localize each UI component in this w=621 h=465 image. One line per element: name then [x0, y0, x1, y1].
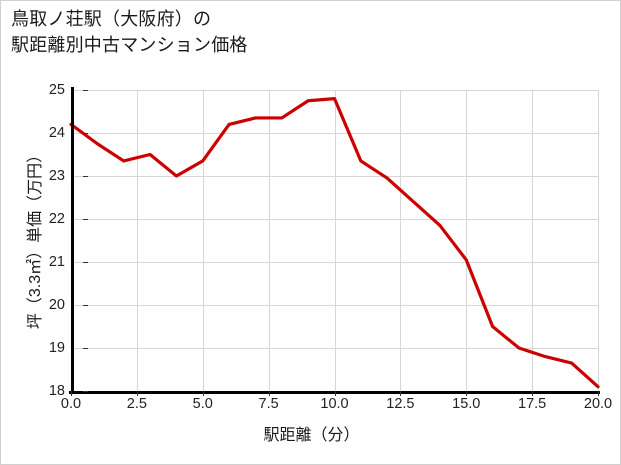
y-tick-label: 25	[48, 82, 65, 98]
x-tick-label: 7.5	[258, 396, 279, 412]
x-tick-mark	[598, 391, 599, 396]
x-tick-label: 2.5	[126, 396, 147, 412]
gridline-vertical	[400, 90, 402, 391]
x-tick-label: 12.5	[386, 396, 415, 412]
y-tick-label: 23	[48, 168, 65, 184]
x-tick-label: 15.0	[452, 396, 481, 412]
y-axis-label: 坪（3.3㎡）単価（万円）	[27, 146, 44, 330]
y-tick-mark	[83, 133, 88, 134]
x-tick-mark	[400, 391, 402, 396]
y-axis-spine	[71, 87, 74, 394]
x-tick-mark	[334, 391, 336, 396]
y-tick-mark	[83, 391, 88, 392]
y-tick-label: 20	[48, 297, 65, 313]
x-tick-mark	[268, 391, 270, 396]
x-tick-mark	[466, 391, 468, 396]
gridline-vertical	[268, 90, 270, 391]
x-axis-label: 駅距離（分）	[263, 427, 360, 444]
y-tick-label: 21	[48, 254, 65, 270]
x-tick-label: 0.0	[60, 396, 82, 412]
x-tick-label: 20.0	[583, 396, 613, 412]
gridline-vertical	[334, 90, 336, 391]
x-tick-label: 10.0	[320, 396, 349, 412]
y-tick-label: 19	[48, 340, 65, 356]
y-tick-mark	[83, 176, 88, 177]
y-tick-mark	[83, 305, 88, 306]
plot-area	[69, 90, 600, 392]
y-tick-label: 18	[48, 383, 65, 399]
x-tick-label: 17.5	[518, 396, 547, 412]
y-tick-mark	[83, 262, 88, 263]
x-tick-mark	[71, 391, 72, 396]
y-tick-label: 22	[48, 211, 65, 227]
y-axis-ticks: 18 19 20 21 22 23 24 25	[19, 1, 88, 464]
y-tick-mark	[83, 348, 88, 349]
y-tick-label: 24	[48, 125, 65, 141]
gridline-vertical	[466, 90, 468, 391]
y-tick-mark	[83, 90, 88, 91]
gridline-vertical	[598, 90, 599, 391]
x-tick-label: 5.0	[192, 396, 213, 412]
price-line-series	[69, 97, 600, 389]
chart-title: 鳥取ノ荘駅（大阪府）の 駅距離別中古マンション価格	[11, 9, 248, 55]
gridline-vertical	[202, 90, 204, 391]
x-tick-mark	[136, 391, 138, 396]
x-tick-mark	[202, 391, 204, 396]
gridline-vertical	[136, 90, 138, 391]
gridline-vertical	[532, 90, 534, 391]
x-tick-mark	[532, 391, 534, 396]
y-tick-mark	[83, 219, 88, 220]
